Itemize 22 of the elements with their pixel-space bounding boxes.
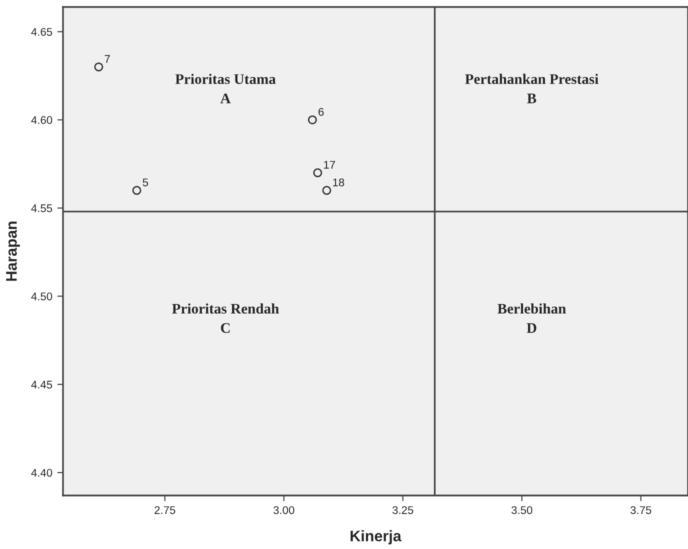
y-tick-label: 4.50 (31, 292, 52, 300)
annotation: 17 (324, 160, 336, 169)
y-axis-title: Harapan (6, 222, 20, 281)
annotation: Prioritas Utama A (175, 74, 276, 104)
y-tick-label: 4.40 (31, 468, 52, 477)
x-tick-label: 3.75 (630, 506, 652, 514)
y-tick-label: 4.60 (31, 116, 52, 124)
annotation: Pertahankan Prestasi B (465, 74, 598, 104)
annotation: 6 (318, 108, 324, 116)
x-tick-label: 3.00 (273, 506, 294, 514)
x-tick-label: 3.50 (511, 506, 532, 514)
annotation: 7 (104, 55, 110, 63)
y-tick-label: 4.45 (31, 380, 52, 389)
annotation: 18 (333, 178, 344, 186)
y-tick-label: 4.65 (31, 28, 52, 36)
annotation: Berlebihan D (498, 303, 566, 333)
x-tick-label: 2.75 (154, 506, 176, 514)
annotation: Prioritas Rendah C (172, 303, 279, 333)
y-tick-label: 4.55 (31, 204, 52, 212)
x-tick-label: 3.25 (392, 506, 414, 514)
annotation: 5 (142, 178, 148, 186)
x-axis-title: Kinerja (350, 530, 402, 544)
